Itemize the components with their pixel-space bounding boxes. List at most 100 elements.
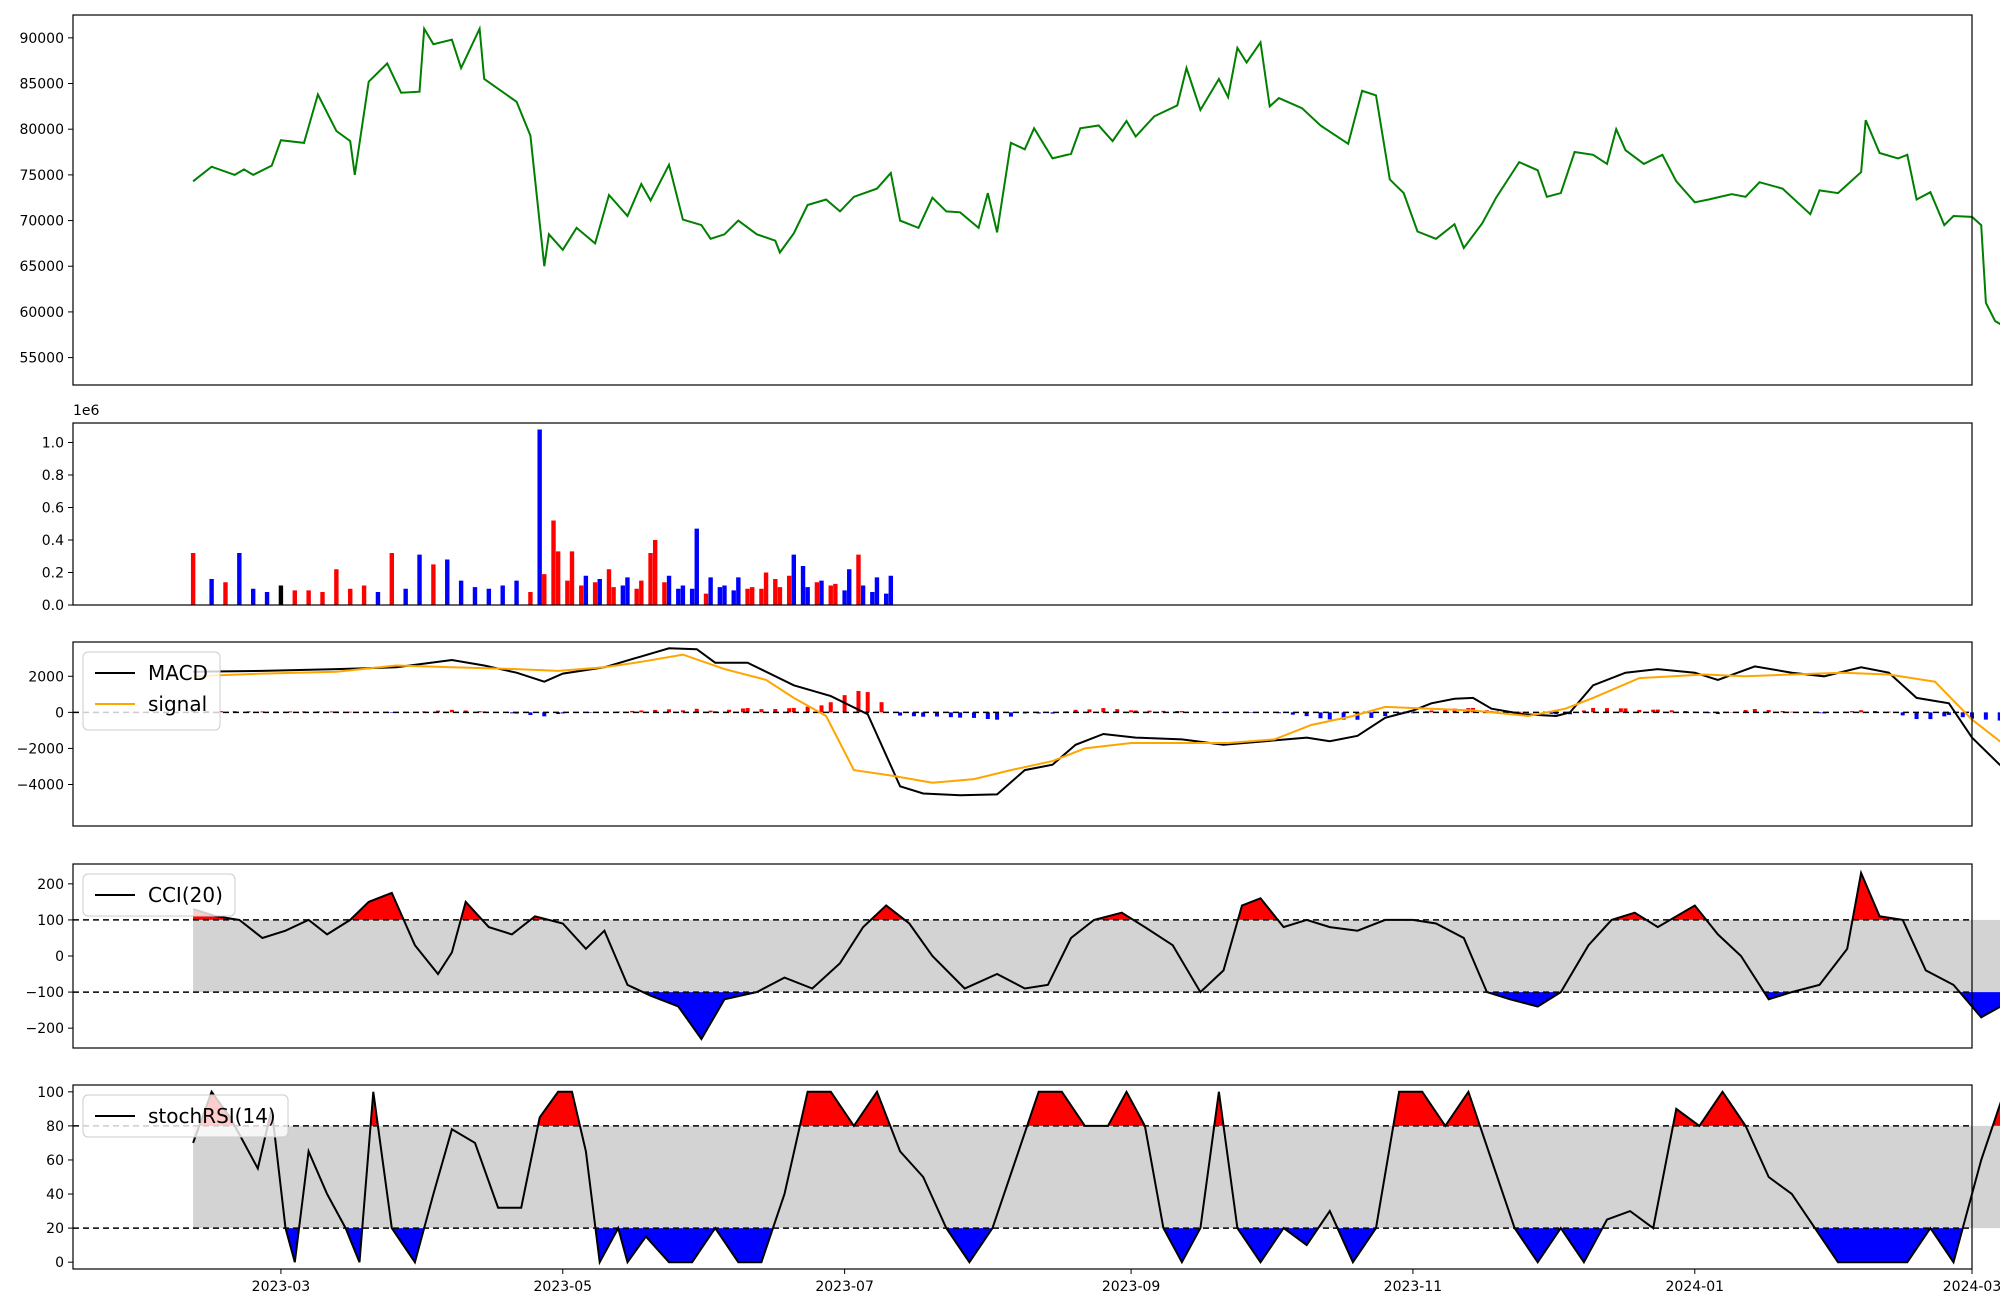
macd-histogram-bar	[1318, 712, 1323, 719]
macd-histogram-bar	[759, 709, 764, 713]
volume-bar	[708, 577, 713, 605]
x-tick-label: 2023-11	[1384, 1279, 1443, 1295]
x-tick-label: 2023-03	[252, 1279, 311, 1295]
macd-histogram-bar	[898, 712, 903, 716]
volume-bar	[389, 553, 395, 605]
volume-bar	[555, 551, 561, 605]
volume-frame	[72, 422, 1973, 606]
macd-histogram-bar	[856, 690, 861, 713]
cci-ytick-label: −200	[26, 1021, 64, 1037]
volume-bar	[209, 579, 214, 605]
macd-histogram-bar	[828, 702, 833, 713]
macd-histogram-bar	[1780, 711, 1785, 713]
macd-histogram-bar	[1859, 710, 1864, 713]
macd-histogram-bar	[1087, 709, 1092, 713]
stochrsi-overbought-fill	[799, 1091, 891, 1126]
price-ytick-label: 60000	[19, 305, 64, 321]
volume-bar	[639, 580, 644, 605]
macd-histogram-bar	[1050, 712, 1055, 714]
macd-histogram-bar	[1637, 709, 1642, 713]
volume-bar	[606, 569, 612, 605]
volume-bar	[786, 575, 792, 605]
macd-histogram-bar	[995, 712, 1000, 720]
stochrsi-overbought-fill	[1214, 1091, 1224, 1126]
macd-histogram-bar	[1355, 712, 1360, 720]
macd-histogram-bar	[449, 709, 454, 713]
macd-histogram-bar	[1581, 710, 1586, 713]
volume-bar	[819, 580, 824, 605]
volume-bar	[264, 592, 270, 605]
macd-histogram-bar	[1789, 711, 1794, 713]
macd-histogram-bar	[389, 712, 394, 713]
volume-bar	[856, 554, 861, 605]
cci-ytick-label: 0	[55, 949, 64, 965]
volume-bar	[777, 587, 783, 605]
macd-histogram-bar	[630, 710, 635, 713]
macd-histogram-bar	[1914, 712, 1919, 720]
volume-bar	[278, 585, 284, 605]
macd-histogram-bar	[1983, 712, 1988, 720]
macd-histogram-bar	[1997, 712, 2000, 721]
volume-bar	[689, 588, 695, 605]
macd-histogram-bar	[694, 708, 699, 713]
volume-bar	[842, 590, 847, 605]
macd-histogram-bar	[727, 709, 732, 713]
x-tick-label: 2024-01	[1666, 1279, 1725, 1295]
macd-histogram-bar	[1369, 712, 1374, 718]
stochrsi-line	[192, 1089, 2000, 1266]
volume-bar	[874, 577, 880, 605]
macd-histogram-bar	[1900, 712, 1905, 716]
macd-histogram-bar	[288, 711, 293, 713]
macd-histogram-bar	[1752, 709, 1757, 713]
macd-ytick-label: 0	[55, 705, 64, 721]
volume-bar	[814, 582, 820, 605]
macd-histogram-bar	[971, 712, 976, 718]
macd-histogram-bar	[879, 702, 884, 713]
price-ytick-label: 55000	[19, 351, 64, 367]
stochrsi-overbought-fill	[1393, 1091, 1480, 1126]
macd-histogram-bar	[985, 712, 990, 719]
macd-histogram-bar	[1115, 709, 1120, 713]
cci-legend-label: CCI(20)	[148, 883, 223, 907]
macd-histogram-bar	[463, 710, 468, 713]
macd-histogram-bar	[1928, 712, 1933, 720]
volume-bar	[805, 587, 810, 605]
volume-scale-label: 1e6	[73, 403, 100, 419]
macd-histogram-bar	[653, 709, 658, 713]
volume-bar	[773, 579, 778, 605]
macd-histogram-bar	[911, 712, 916, 717]
volume-ytick-label: 0.6	[42, 501, 64, 517]
volume-bar	[860, 585, 866, 605]
volume-bar	[676, 588, 681, 605]
volume-bar	[403, 588, 408, 605]
volume-bar	[445, 559, 450, 605]
macd-histogram-bar	[1517, 711, 1522, 713]
volume-ytick-label: 0.2	[42, 566, 64, 582]
stochrsi-ytick-label: 40	[46, 1187, 64, 1203]
macd-histogram-bar	[1960, 712, 1965, 718]
stochrsi-oversold-fill	[1237, 1228, 1319, 1263]
volume-bar	[431, 564, 436, 605]
price-ytick-label: 80000	[19, 122, 64, 138]
macd-histogram-bar	[1549, 712, 1554, 714]
cci-ytick-label: 200	[37, 877, 64, 893]
stochrsi-oversold-fill	[1337, 1228, 1376, 1263]
volume-bar	[763, 572, 769, 605]
volume-ytick-label: 0.8	[42, 468, 64, 484]
stochrsi-band	[193, 1125, 2000, 1229]
cci-ytick-label: 100	[37, 913, 64, 929]
macd-histogram-bar	[1623, 708, 1628, 713]
volume-ytick-label: 0.0	[42, 598, 64, 614]
volume-bar	[750, 587, 755, 605]
macd-histogram-bar	[805, 706, 810, 713]
macd-ytick-label: −4000	[17, 778, 64, 794]
macd-histogram-bar	[708, 710, 713, 713]
volume-bar	[334, 569, 339, 605]
volume-bar	[579, 585, 584, 605]
macd-histogram-bar	[1618, 708, 1623, 713]
macd-histogram-bar	[921, 712, 926, 717]
macd-histogram-bar	[1591, 707, 1596, 713]
macd-histogram-bar	[1133, 710, 1138, 713]
volume-bar	[722, 585, 727, 605]
